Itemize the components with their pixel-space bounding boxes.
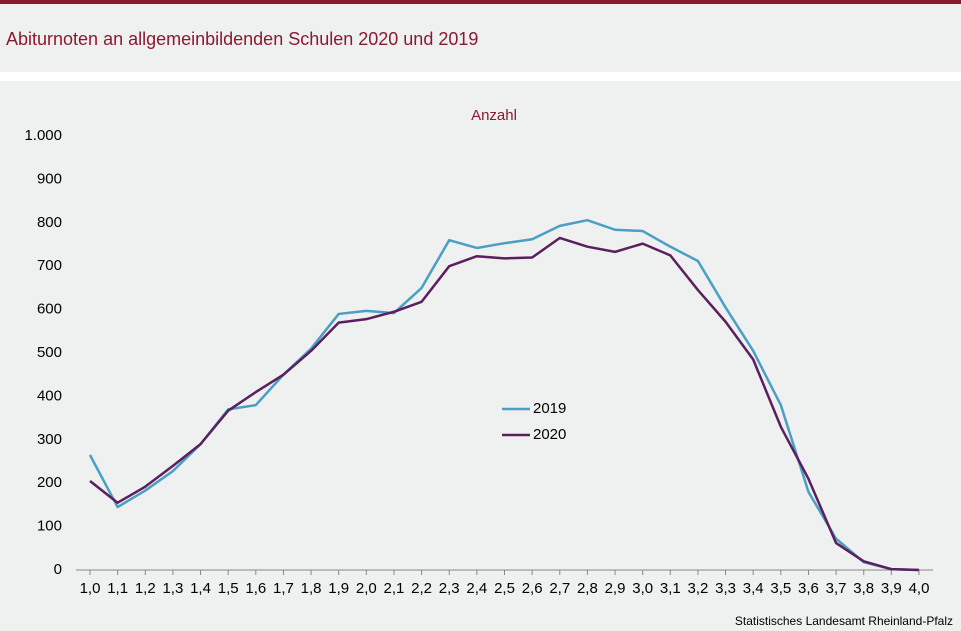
y-tick-label: 700 xyxy=(37,257,62,274)
x-tick-label: 3,5 xyxy=(770,580,791,597)
x-tick-label: 1,6 xyxy=(245,580,266,597)
x-tick-label: 2,1 xyxy=(384,580,405,597)
x-tick-label: 1,7 xyxy=(273,580,294,597)
y-tick-label: 200 xyxy=(37,474,62,491)
separator xyxy=(0,72,961,81)
legend-label: 2020 xyxy=(533,426,566,443)
x-tick-label: 3,2 xyxy=(688,580,709,597)
x-tick-label: 2,4 xyxy=(466,580,487,597)
x-tick-label: 1,4 xyxy=(190,580,211,597)
y-tick-label: 900 xyxy=(37,170,62,187)
x-tick-label: 2,2 xyxy=(411,580,432,597)
y-tick-label: 800 xyxy=(37,214,62,231)
x-tick-label: 3,4 xyxy=(743,580,764,597)
x-tick-label: 1,2 xyxy=(135,580,156,597)
y-tick-label: 600 xyxy=(37,301,62,318)
x-tick-label: 3,6 xyxy=(798,580,819,597)
x-tick-label: 2,3 xyxy=(439,580,460,597)
series-line xyxy=(89,236,920,572)
x-tick-label: 2,9 xyxy=(605,580,626,597)
x-tick-label: 3,9 xyxy=(881,580,902,597)
x-tick-label: 3,1 xyxy=(660,580,681,597)
y-tick-label: 300 xyxy=(37,431,62,448)
x-tick-label: 3,7 xyxy=(826,580,847,597)
x-tick-label: 1,1 xyxy=(107,580,128,597)
x-tick-label: 2,0 xyxy=(356,580,377,597)
x-tick-label: 1,3 xyxy=(162,580,183,597)
x-tick-label: 2,7 xyxy=(549,580,570,597)
x-tick-label: 1,0 xyxy=(80,580,101,597)
y-tick-label: 0 xyxy=(54,561,62,578)
legend-label: 2019 xyxy=(533,400,566,417)
x-tick-label: 1,5 xyxy=(218,580,239,597)
x-tick-label: 1,9 xyxy=(328,580,349,597)
y-tick-label: 500 xyxy=(37,344,62,361)
x-tick-label: 3,3 xyxy=(715,580,736,597)
x-tick-label: 2,5 xyxy=(494,580,515,597)
source: Statistisches Landesamt Rheinland-Pfalz xyxy=(735,614,953,628)
x-tick-label: 2,6 xyxy=(522,580,543,597)
y-tick-label: 1.000 xyxy=(24,127,62,144)
x-tick-label: 3,8 xyxy=(853,580,874,597)
x-tick-label: 3,0 xyxy=(632,580,653,597)
y-tick-label: 100 xyxy=(37,518,62,535)
x-tick-label: 2,8 xyxy=(577,580,598,597)
chart-title: Abiturnoten an allgemeinbildenden Schule… xyxy=(6,29,478,49)
y-tick-label: 400 xyxy=(37,387,62,404)
x-tick-label: 1,8 xyxy=(301,580,322,597)
x-tick-label: 4,0 xyxy=(909,580,930,597)
y-axis-label: Anzahl xyxy=(471,107,517,124)
top-bar xyxy=(0,0,961,4)
